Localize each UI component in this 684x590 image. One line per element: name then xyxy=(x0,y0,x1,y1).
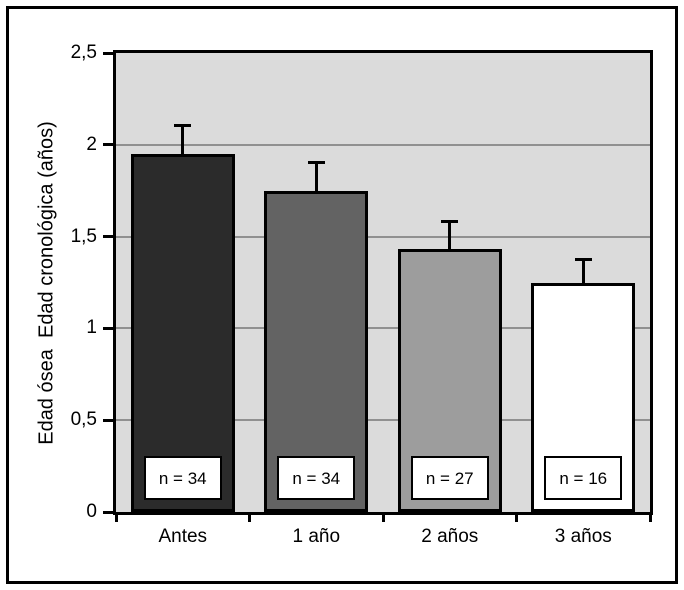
error-bar-cap xyxy=(574,258,592,262)
error-bar-stem xyxy=(581,260,585,283)
x-tick xyxy=(515,512,518,522)
y-tick-label: 0,5 xyxy=(70,409,97,431)
n-label: n = 27 xyxy=(425,468,474,488)
y-tick xyxy=(103,235,116,239)
error-bar-stem xyxy=(181,126,185,154)
n-label: n = 34 xyxy=(158,468,207,488)
y-tick-label: 2 xyxy=(86,133,97,155)
x-tick-label: 2 años xyxy=(421,526,479,547)
plot-area: n = 34 n = 34 n = 27 n = 16 xyxy=(113,50,653,515)
n-label-box: n = 27 xyxy=(410,456,489,500)
n-label: n = 16 xyxy=(559,468,608,488)
bar xyxy=(130,153,235,512)
x-tick xyxy=(381,512,385,522)
y-tick xyxy=(103,143,116,147)
x-tick-label: 3 años xyxy=(554,526,612,547)
x-tick xyxy=(248,512,251,522)
x-tick xyxy=(648,512,652,522)
x-tick xyxy=(114,512,118,522)
gridline xyxy=(116,327,650,330)
x-tick-label: 1 año xyxy=(292,526,341,547)
y-tick-label: 0 xyxy=(86,501,97,522)
error-bar-cap xyxy=(307,161,325,165)
n-label: n = 34 xyxy=(292,468,341,488)
y-tick-label: 2,5 xyxy=(70,42,97,63)
gridline xyxy=(116,235,650,238)
n-label-box: n = 34 xyxy=(143,456,222,500)
y-tick xyxy=(103,510,116,514)
x-tick-label: Antes xyxy=(158,526,208,547)
error-bar-stem xyxy=(448,221,452,250)
error-bar-cap xyxy=(441,219,459,223)
y-tick xyxy=(103,326,116,330)
figure-border xyxy=(6,6,678,584)
y-axis-title: Edad ósea Edad cronológica (años) xyxy=(35,121,58,445)
n-label-box: n = 16 xyxy=(544,456,623,500)
gridline xyxy=(116,143,650,146)
y-tick-label: 1 xyxy=(86,317,97,339)
error-bar-cap xyxy=(174,124,192,128)
y-tick-label: 1,5 xyxy=(70,225,97,247)
n-label-box: n = 34 xyxy=(277,456,356,500)
y-tick xyxy=(103,418,116,422)
gridline xyxy=(116,419,650,422)
error-bar-stem xyxy=(314,163,318,191)
y-tick xyxy=(103,51,116,55)
